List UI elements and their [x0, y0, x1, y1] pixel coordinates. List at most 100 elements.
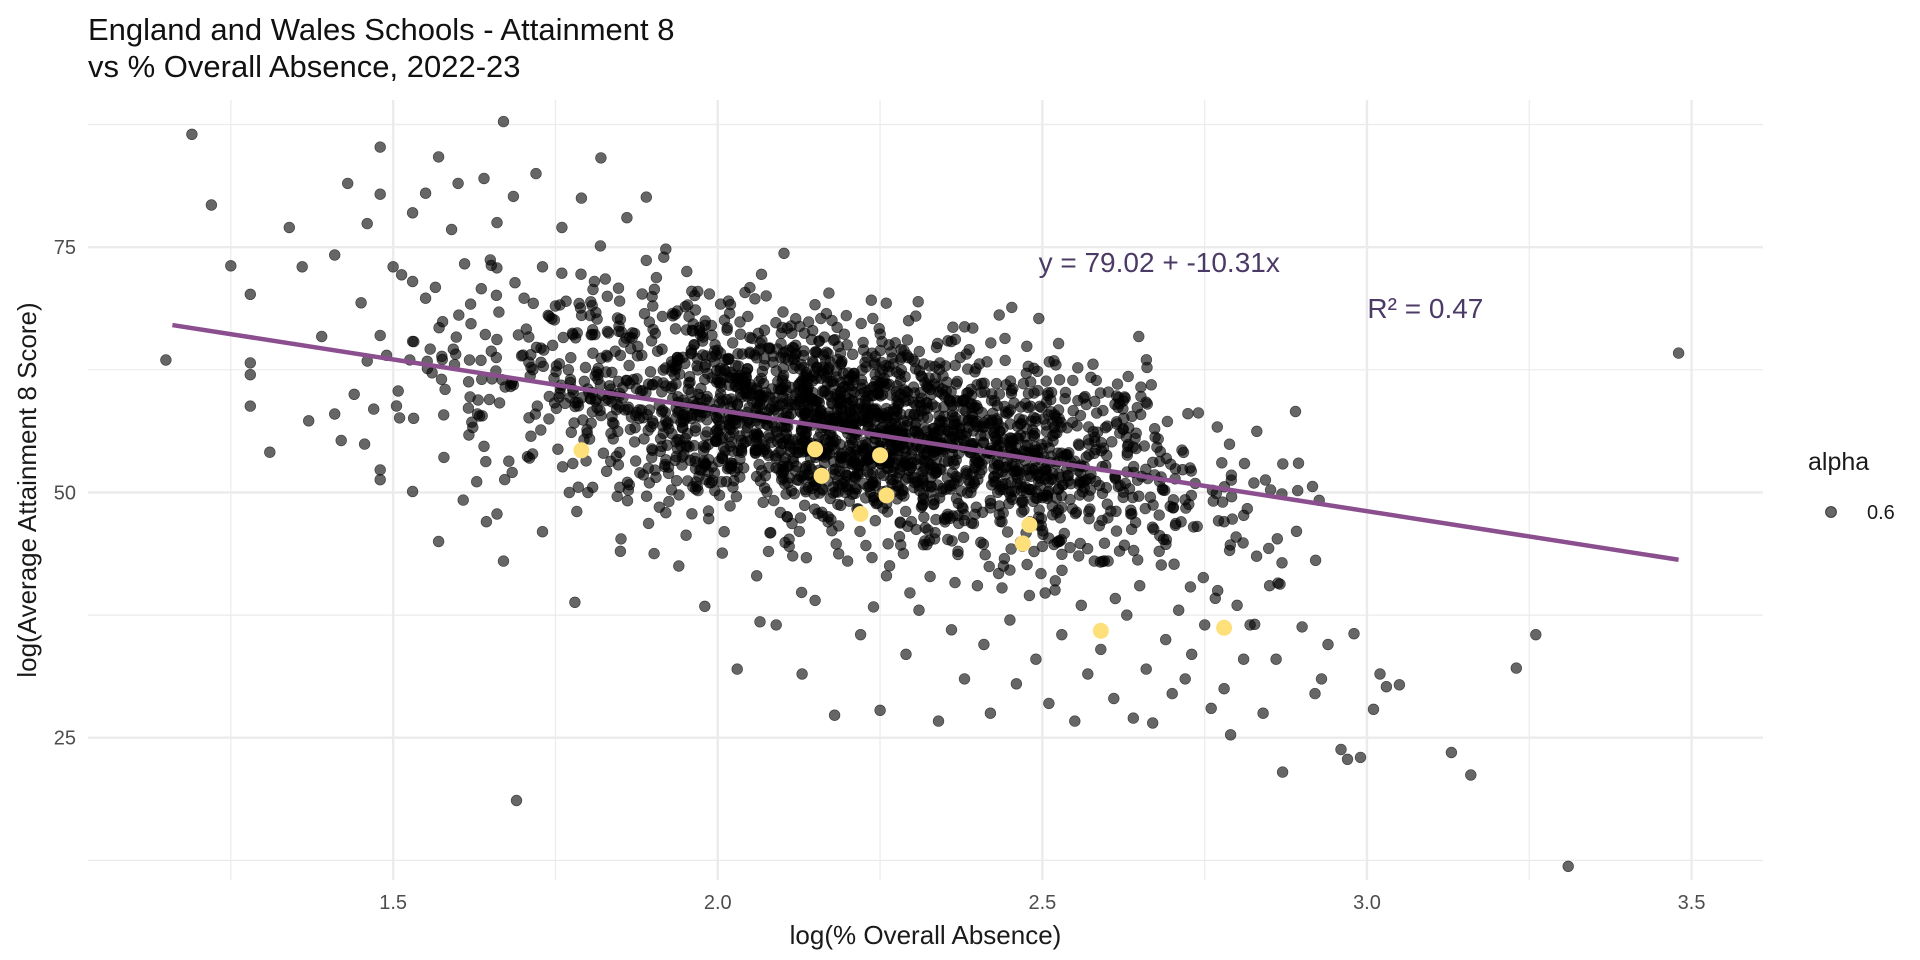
data-point — [491, 333, 503, 346]
data-point — [1126, 410, 1138, 422]
data-point — [939, 360, 952, 372]
data-point — [752, 327, 764, 339]
data-point — [1322, 638, 1334, 651]
data-point — [816, 484, 829, 496]
data-point — [608, 418, 620, 430]
data-point — [452, 177, 464, 190]
highlighted-point — [878, 487, 895, 504]
data-point — [483, 393, 496, 406]
major-gridlines — [88, 100, 1763, 880]
data-point — [852, 459, 864, 471]
data-point — [1139, 502, 1152, 515]
data-point — [463, 429, 475, 441]
data-point — [716, 547, 728, 559]
data-point — [869, 514, 881, 527]
data-point — [1211, 421, 1224, 433]
data-point — [1237, 537, 1249, 549]
data-point — [849, 482, 861, 494]
data-point — [1082, 421, 1095, 433]
data-point — [872, 379, 885, 391]
data-point — [989, 476, 1002, 488]
data-point — [1056, 548, 1068, 560]
data-point — [503, 455, 515, 467]
data-point — [849, 472, 862, 484]
data-point — [893, 368, 906, 380]
data-point — [611, 490, 623, 503]
data-point — [1380, 680, 1393, 693]
data-point — [1259, 474, 1272, 486]
data-point — [789, 339, 802, 351]
data-point — [866, 551, 878, 564]
data-point — [686, 508, 698, 520]
data-point — [407, 412, 420, 424]
data-point — [896, 483, 908, 496]
data-point — [622, 484, 635, 496]
data-point — [1274, 578, 1286, 590]
data-point — [948, 415, 960, 427]
data-point — [886, 352, 898, 364]
data-point — [1118, 539, 1131, 551]
data-point — [523, 331, 535, 343]
data-point — [990, 377, 1003, 390]
data-point — [699, 600, 711, 612]
data-point — [611, 312, 624, 324]
data-point — [1296, 621, 1308, 633]
data-point — [989, 431, 1001, 443]
data-point — [1177, 446, 1190, 459]
data-point — [908, 408, 921, 420]
data-point — [794, 512, 807, 524]
data-point — [1276, 557, 1288, 569]
data-point — [588, 275, 601, 288]
data-point — [1157, 484, 1169, 496]
x-tick-label: 1.5 — [379, 892, 407, 914]
data-point — [678, 449, 690, 461]
data-point — [1036, 491, 1049, 504]
data-point — [636, 288, 648, 300]
data-point — [640, 191, 652, 203]
data-point — [1180, 502, 1192, 514]
data-point — [1154, 529, 1166, 542]
data-point — [997, 560, 1010, 572]
data-point — [1005, 476, 1017, 489]
data-point — [1027, 411, 1040, 423]
data-point — [739, 286, 751, 299]
y-axis-title: log(Average Attainment 8 Score) — [12, 302, 42, 677]
data-point — [374, 188, 386, 200]
data-point — [710, 425, 722, 437]
data-point — [1530, 628, 1542, 641]
data-point — [567, 457, 579, 470]
data-point — [480, 515, 493, 528]
data-point — [1562, 860, 1574, 872]
data-point — [666, 359, 678, 371]
data-point — [694, 411, 706, 423]
data-point — [726, 337, 739, 349]
data-point — [1153, 545, 1165, 557]
data-point — [688, 339, 700, 351]
data-point — [361, 217, 373, 230]
data-point — [653, 501, 665, 513]
data-point — [1262, 542, 1275, 555]
data-point — [575, 192, 588, 204]
data-point — [450, 331, 462, 343]
data-point — [899, 505, 912, 518]
data-point — [553, 358, 565, 370]
chart-title-line-1: England and Wales Schools - Attainment 8 — [88, 12, 674, 47]
data-point — [913, 345, 925, 358]
data-point — [1184, 581, 1197, 593]
data-point — [802, 481, 815, 494]
data-point — [812, 507, 824, 520]
data-point — [1094, 387, 1107, 399]
data-point — [754, 389, 766, 401]
data-point — [924, 570, 936, 583]
data-point — [1067, 405, 1079, 417]
data-point — [316, 330, 328, 343]
data-point — [1263, 579, 1276, 592]
data-point — [429, 281, 442, 293]
data-point — [1100, 449, 1113, 461]
data-point — [968, 461, 981, 473]
data-point — [1111, 378, 1124, 390]
data-point — [699, 441, 712, 453]
data-point — [853, 397, 866, 410]
data-point — [790, 460, 802, 472]
data-point — [1064, 493, 1076, 506]
